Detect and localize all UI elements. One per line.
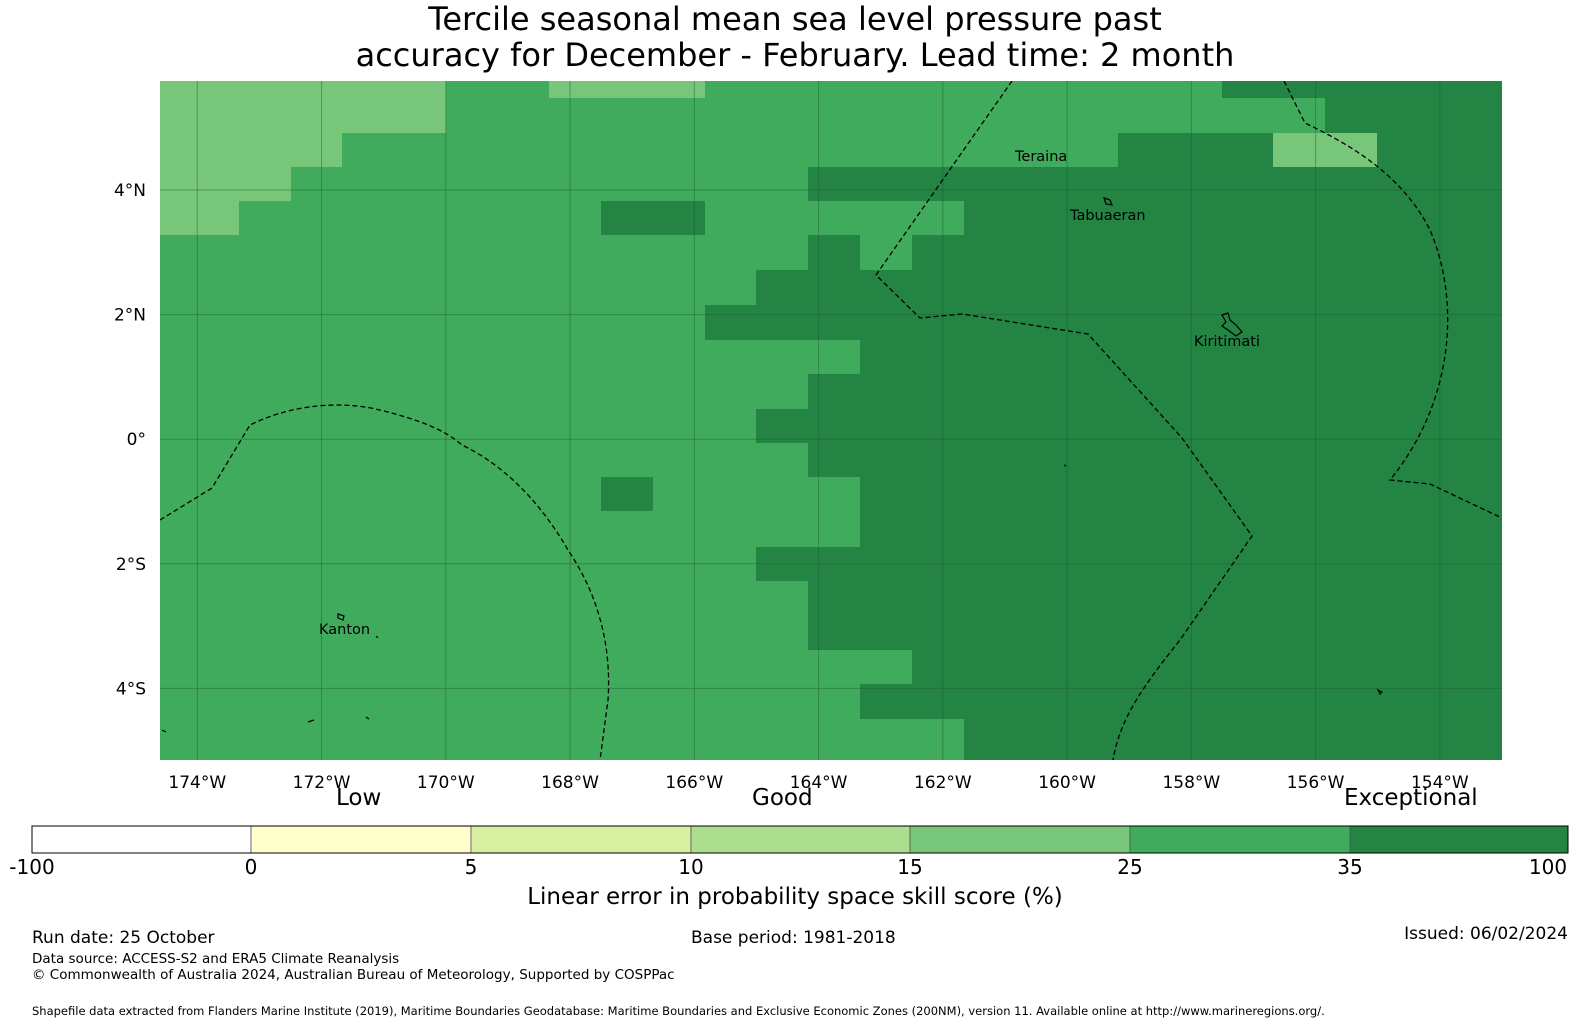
- longitude-tick-label: 164°W: [790, 773, 848, 793]
- base-period: Base period: 1981-2018: [691, 928, 896, 948]
- eez-boundaries: [160, 81, 1502, 760]
- latitude-tick-label: 2°S: [116, 555, 146, 575]
- issued-date: Issued: 06/02/2024: [1404, 924, 1568, 944]
- skill-region-35-100: [601, 81, 1502, 760]
- longitude-tick-label: 166°W: [665, 773, 723, 793]
- latitude-tick-label: 0°: [127, 430, 146, 450]
- shapefile-credit: Shapefile data extracted from Flanders M…: [32, 1004, 1325, 1018]
- colorbar-title: Linear error in probability space skill …: [527, 884, 1063, 910]
- colorbar: [31, 825, 1569, 854]
- colorbar-segment: [31, 825, 252, 854]
- colorbar-label-25: 25: [1117, 855, 1143, 879]
- colorbar-segment: [690, 825, 911, 854]
- longitude-tick-label: 154°W: [1411, 773, 1469, 793]
- colorbar-segment: [909, 825, 1131, 854]
- longitude-tick-label: 158°W: [1162, 773, 1220, 793]
- skill-field: [160, 81, 1502, 760]
- colorbar-label-35: 35: [1337, 855, 1363, 879]
- latitude-tick-label: 2°N: [114, 306, 146, 326]
- place-label-teraina: Teraina: [1014, 149, 1067, 165]
- colorbar-segment: [250, 825, 472, 854]
- latitude-labels: 4°N 2°N 0° 2°S 4°S: [114, 181, 146, 699]
- place-label-tabuaeran: Tabuaeran: [1069, 208, 1146, 224]
- colorbar-segment: [1129, 825, 1351, 854]
- graticule: [160, 81, 1502, 760]
- colorbar-segment: [470, 825, 692, 854]
- tabuaeran-coastline: [1103, 197, 1113, 206]
- longitude-tick-label: 156°W: [1287, 773, 1345, 793]
- place-label-kiritimati: Kiritimati: [1194, 334, 1260, 350]
- legend-category-exceptional: Exceptional: [1344, 785, 1478, 811]
- latitude-tick-label: 4°N: [114, 181, 146, 201]
- longitude-tick-label: 172°W: [293, 773, 351, 793]
- data-source: Data source: ACCESS-S2 and ERA5 Climate …: [32, 951, 400, 967]
- legend-category-good: Good: [752, 785, 813, 811]
- run-date: Run date: 25 October: [32, 928, 215, 948]
- colorbar-label-0: 0: [244, 855, 258, 879]
- colorbar-label-minus100: -100: [9, 855, 55, 879]
- eez-boundary-line-islands-east: [1283, 81, 1502, 519]
- map-title-line-2: accuracy for December - February. Lead t…: [355, 36, 1235, 74]
- colorbar-label-10: 10: [678, 855, 704, 879]
- longitude-tick-label: 160°W: [1038, 773, 1096, 793]
- copyright-notice: © Commonwealth of Australia 2024, Austra…: [32, 967, 675, 983]
- longitude-labels: 174°W 172°W 170°W 168°W 166°W 164°W 162°W 160°W…: [168, 773, 1469, 793]
- kanton-coastline: [337, 613, 345, 621]
- colorbar-label-5: 5: [464, 855, 478, 879]
- longitude-tick-label: 174°W: [168, 773, 226, 793]
- colorbar-segment: [1349, 825, 1569, 854]
- longitude-tick-label: 162°W: [914, 773, 972, 793]
- latitude-tick-label: 4°S: [116, 679, 146, 699]
- legend-category-low: Low: [336, 785, 382, 811]
- eez-boundary-line-islands-west: [875, 81, 1253, 760]
- kiritimati-coastline: [1221, 312, 1243, 337]
- colorbar-label-15: 15: [897, 855, 923, 879]
- colorbar-label-100: 100: [1528, 855, 1568, 879]
- place-label-kanton: Kanton: [319, 622, 370, 638]
- longitude-tick-label: 170°W: [417, 773, 475, 793]
- longitude-tick-label: 168°W: [541, 773, 599, 793]
- map-title-line-1: Tercile seasonal mean sea level pressure…: [428, 0, 1162, 38]
- coastlines: [161, 197, 1384, 733]
- colorbar-frame: [31, 825, 1569, 854]
- eez-boundary-kanton: [160, 404, 610, 760]
